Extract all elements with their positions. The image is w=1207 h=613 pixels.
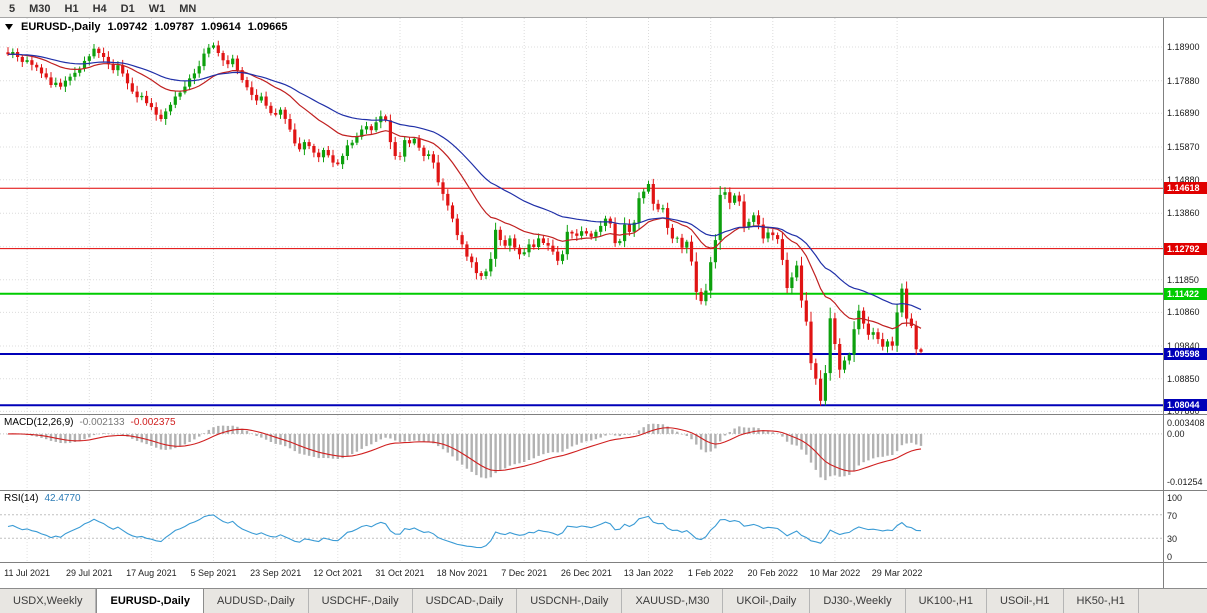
- date-axis-corner: [1163, 563, 1207, 588]
- date-axis-label: 17 Aug 2021: [126, 568, 177, 578]
- symbol-tab-hk50-h1[interactable]: HK50-,H1: [1064, 589, 1139, 613]
- timeframe-button-m30[interactable]: M30: [29, 2, 51, 15]
- price-level-tag: 1.11422: [1164, 287, 1207, 300]
- timeframe-toolbar: 5 M30 H1 H4 D1 W1 MN: [0, 0, 1207, 18]
- timeframe-button-5[interactable]: 5: [9, 2, 16, 15]
- timeframe-button-h4[interactable]: H4: [92, 2, 107, 15]
- main-chart-plot[interactable]: EURUSD-,Daily 1.09742 1.09787 1.09614 1.…: [0, 18, 1163, 414]
- quote-low: 1.09614: [201, 21, 241, 33]
- macd-row: MACD(12,26,9) -0.002133 -0.002375 0.003408…: [0, 414, 1207, 490]
- symbol-tab-usdchf-daily[interactable]: USDCHF-,Daily: [309, 589, 413, 613]
- date-axis-label: 29 Jul 2021: [65, 568, 113, 578]
- macd-value: -0.002133: [79, 417, 125, 428]
- date-axis-label: 12 Oct 2021: [313, 568, 363, 578]
- macd-name: MACD(12,26,9): [4, 417, 74, 428]
- price-axis-label: 1.14880: [1167, 174, 1200, 185]
- symbol-tab-usdcnh-daily[interactable]: USDCNH-,Daily: [517, 589, 623, 613]
- price-axis-label: 1.15870: [1167, 142, 1200, 152]
- rsi-row: RSI(14) 42.4770 100 70 30 0: [0, 490, 1207, 562]
- rsi-name: RSI(14): [4, 493, 39, 504]
- price-axis-label: 1.17880: [1167, 75, 1200, 86]
- price-axis-label: 1.11850: [1167, 274, 1199, 285]
- timeframe-button-h1[interactable]: H1: [64, 2, 79, 15]
- date-axis[interactable]: 11 Jul 2021 29 Jul 2021 17 Aug 2021 5 Sep 2…: [0, 563, 1163, 588]
- price-axis-label: 1.16890: [1167, 108, 1200, 119]
- date-axis-label: 31 Oct 2021: [375, 568, 425, 578]
- symbol-tab-ukoil-daily[interactable]: UKOil-,Daily: [723, 589, 811, 613]
- symbol-tab-usdcad-daily[interactable]: USDCAD-,Daily: [413, 589, 518, 613]
- macd-axis-label: 0.003408: [1167, 418, 1205, 428]
- rsi-label-line: RSI(14) 42.4770: [4, 493, 81, 504]
- price-axis-label: 1.09840: [1167, 341, 1200, 352]
- timeframe-button-mn[interactable]: MN: [179, 2, 197, 15]
- symbol-tab-audusd-daily[interactable]: AUDUSD-,Daily: [204, 589, 309, 613]
- price-axis-label: 1.18900: [1167, 42, 1200, 52]
- date-axis-label: 5 Sep 2021: [190, 568, 237, 578]
- macd-signal-value: -0.002375: [130, 417, 176, 428]
- price-level-tag: 1.08044: [1164, 399, 1207, 412]
- symbol-tab-usdx-weekly[interactable]: USDX,Weekly: [0, 589, 97, 613]
- macd-label-line: MACD(12,26,9) -0.002133 -0.002375: [4, 417, 176, 428]
- quote-open: 1.09742: [107, 21, 148, 33]
- symbol-tab-usoil-h1[interactable]: USOil-,H1: [987, 589, 1064, 613]
- date-axis-label: 20 Feb 2022: [747, 568, 799, 578]
- price-level-tag: 1.12792: [1164, 242, 1207, 255]
- date-axis-label: 23 Sep 2021: [250, 568, 302, 578]
- rsi-axis: 100 70 30 0: [1163, 491, 1207, 562]
- chart-dropdown-icon[interactable]: [5, 24, 13, 30]
- macd-axis-label: 0.00: [1167, 428, 1185, 439]
- date-axis-label: 13 Jan 2022: [623, 568, 674, 578]
- price-axis[interactable]: 1.18900 1.17880 1.16890 1.15870 1.14880 1.138…: [1163, 18, 1207, 414]
- symbol-label: EURUSD-,Daily: [21, 21, 101, 33]
- chart-window: EURUSD-,Daily 1.09742 1.09787 1.09614 1.…: [0, 18, 1207, 588]
- rsi-canvas[interactable]: [0, 491, 1163, 562]
- macd-canvas[interactable]: [0, 415, 1163, 490]
- symbol-tabbar: USDX,Weekly EURUSD-,Daily AUDUSD-,Daily USD…: [0, 588, 1207, 613]
- date-axis-label: 29 Mar 2022: [871, 568, 923, 578]
- macd-axis: 0.003408 0.00 -0.01254: [1163, 415, 1207, 490]
- date-axis-label: 26 Dec 2021: [560, 568, 612, 578]
- price-axis-label: 1.10860: [1167, 307, 1200, 318]
- date-axis-label: 11 Jul 2021: [4, 568, 51, 578]
- macd-axis-label: -0.01254: [1167, 477, 1203, 487]
- rsi-axis-label: 0: [1167, 552, 1173, 562]
- date-axis-row: 11 Jul 2021 29 Jul 2021 17 Aug 2021 5 Sep 2…: [0, 562, 1207, 588]
- symbol-tab-dj30-weekly[interactable]: DJ30-,Weekly: [810, 589, 906, 613]
- date-axis-label: 10 Mar 2022: [809, 568, 861, 578]
- rsi-axis-label: 70: [1167, 510, 1178, 521]
- date-axis-label: 18 Nov 2021: [436, 568, 488, 578]
- main-chart-row: EURUSD-,Daily 1.09742 1.09787 1.09614 1.…: [0, 18, 1207, 414]
- date-axis-label: 7 Dec 2021: [501, 568, 548, 578]
- rsi-axis-label: 30: [1167, 534, 1178, 545]
- quote-high: 1.09787: [154, 21, 194, 33]
- timeframe-buttons: 5 M30 H1 H4 D1 W1 MN: [2, 3, 203, 15]
- symbol-tab-uk100-h1[interactable]: UK100-,H1: [906, 589, 987, 613]
- date-axis-label: 1 Feb 2022: [687, 568, 734, 578]
- rsi-value: 42.4770: [44, 493, 81, 504]
- price-axis-label: 1.08850: [1167, 373, 1200, 384]
- timeframe-button-d1[interactable]: D1: [120, 2, 135, 15]
- symbol-tab-xauusd-m30[interactable]: XAUUSD-,M30: [622, 589, 724, 613]
- rsi-axis-label: 100: [1167, 493, 1183, 503]
- symbol-tab-eurusd-daily[interactable]: EURUSD-,Daily: [96, 589, 204, 613]
- price-level-tag: 1.14618: [1164, 182, 1207, 195]
- chart-symbol-header: EURUSD-,Daily 1.09742 1.09787 1.09614 1.…: [5, 21, 288, 33]
- price-level-tag: 1.09598: [1164, 348, 1207, 360]
- price-axis-label: 1.13860: [1167, 208, 1200, 219]
- quote-close: 1.09665: [247, 21, 288, 33]
- macd-panel[interactable]: MACD(12,26,9) -0.002133 -0.002375: [0, 415, 1163, 490]
- timeframe-button-w1[interactable]: W1: [148, 2, 166, 15]
- rsi-panel[interactable]: RSI(14) 42.4770: [0, 491, 1163, 562]
- candlestick-chart-canvas[interactable]: [0, 18, 1163, 414]
